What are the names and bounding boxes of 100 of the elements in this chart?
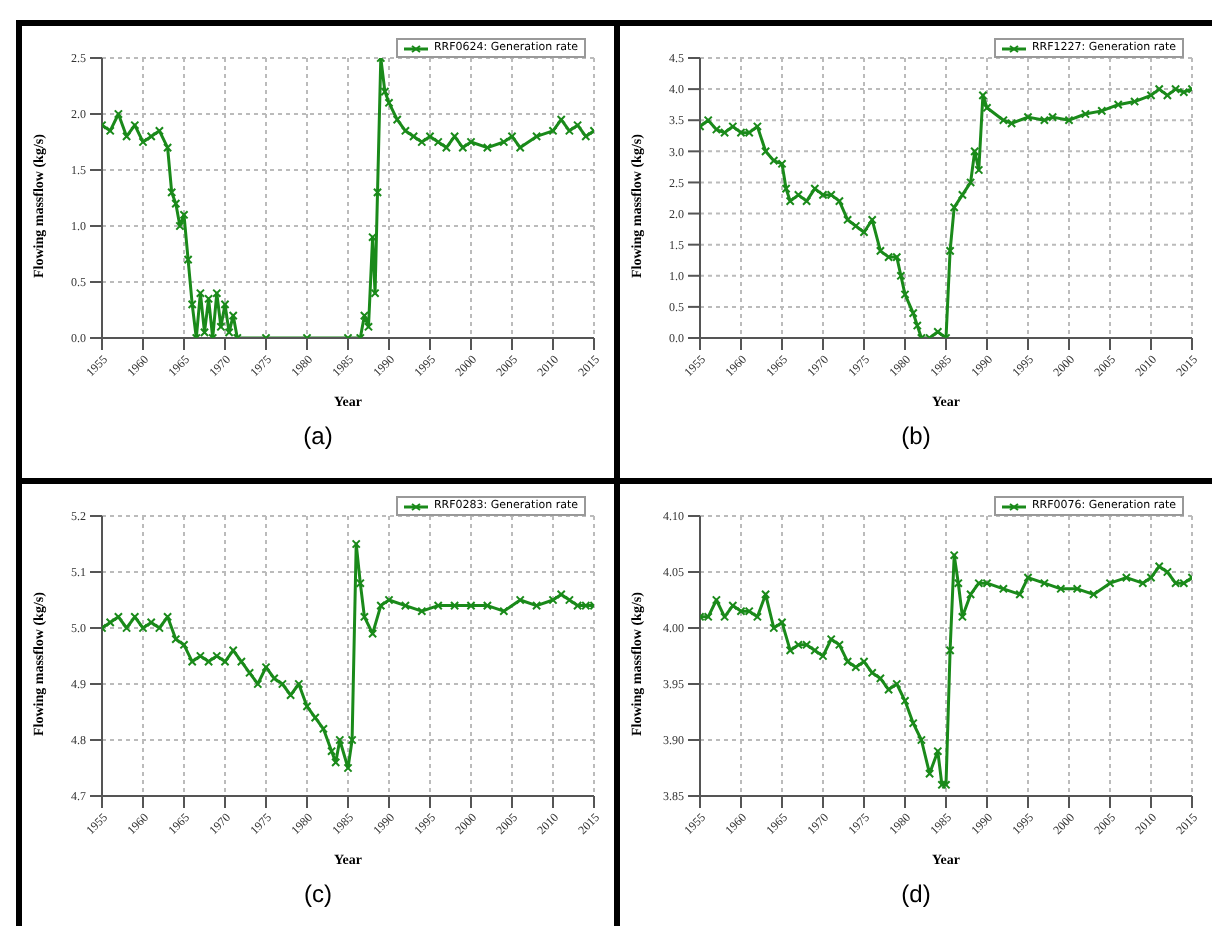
point (744, 128, 754, 138)
point (245, 668, 255, 678)
point (892, 679, 902, 689)
point (933, 746, 943, 756)
point (370, 288, 380, 298)
point (138, 137, 148, 147)
point (826, 190, 836, 200)
point (183, 255, 193, 265)
point (761, 146, 771, 156)
point (199, 327, 210, 337)
point (228, 645, 238, 655)
point (261, 662, 271, 672)
point (711, 595, 721, 605)
point (949, 550, 959, 560)
text: (b) (899, 422, 933, 450)
point (1064, 115, 1074, 125)
text: (a) (301, 422, 335, 450)
point (982, 103, 992, 113)
point (736, 606, 746, 616)
point (310, 713, 320, 723)
point (826, 634, 836, 644)
point (548, 595, 558, 605)
point (896, 271, 906, 281)
point (843, 215, 853, 225)
point (1089, 589, 1099, 599)
text: (d) (899, 880, 933, 908)
point (179, 640, 189, 650)
point (105, 617, 115, 627)
point (122, 131, 132, 141)
point (359, 311, 369, 321)
point (1171, 578, 1181, 588)
point (777, 617, 787, 627)
point (1138, 578, 1148, 588)
point (884, 252, 894, 262)
point (933, 327, 943, 337)
point (1072, 584, 1082, 594)
point (277, 679, 287, 689)
point (966, 589, 976, 599)
point (363, 322, 374, 332)
point (113, 109, 123, 119)
point (1015, 589, 1025, 599)
point (384, 595, 394, 605)
point (785, 645, 795, 655)
point (220, 657, 230, 667)
point (417, 137, 427, 147)
point (515, 143, 525, 153)
point (138, 623, 148, 633)
point (376, 601, 386, 611)
point (327, 746, 337, 756)
point (171, 199, 181, 209)
point (851, 221, 861, 231)
point (761, 589, 771, 599)
point (482, 143, 492, 153)
point (1154, 84, 1164, 94)
text: (c) (302, 880, 334, 908)
point (752, 121, 762, 132)
point (1171, 84, 1181, 94)
point (384, 98, 394, 108)
point (532, 131, 542, 141)
point (900, 289, 910, 300)
point (912, 320, 922, 331)
point (212, 288, 222, 298)
point (392, 115, 402, 125)
point (253, 679, 263, 689)
point (908, 718, 918, 728)
point (1113, 100, 1123, 110)
point (998, 584, 1008, 594)
point (212, 651, 222, 661)
point (752, 612, 762, 622)
point (953, 578, 963, 588)
point (1023, 112, 1033, 122)
point (1056, 584, 1066, 594)
point (294, 679, 304, 689)
point (974, 578, 984, 588)
point (908, 308, 918, 318)
point (154, 126, 164, 136)
point (945, 246, 955, 256)
point (146, 617, 156, 627)
point (380, 87, 390, 97)
point (941, 780, 951, 790)
point (777, 159, 787, 169)
point (769, 623, 779, 633)
point (957, 612, 967, 622)
point (433, 137, 443, 147)
point (167, 187, 177, 197)
point (224, 327, 234, 337)
point (466, 137, 476, 147)
point (736, 128, 746, 138)
point (859, 227, 869, 237)
point (179, 210, 189, 220)
point (458, 143, 468, 153)
point (1146, 90, 1156, 100)
point (343, 763, 353, 773)
point (372, 187, 383, 197)
point (802, 196, 812, 206)
point (851, 662, 861, 672)
point (450, 131, 460, 141)
point (982, 578, 992, 588)
point (1162, 90, 1172, 100)
point (1023, 573, 1033, 583)
